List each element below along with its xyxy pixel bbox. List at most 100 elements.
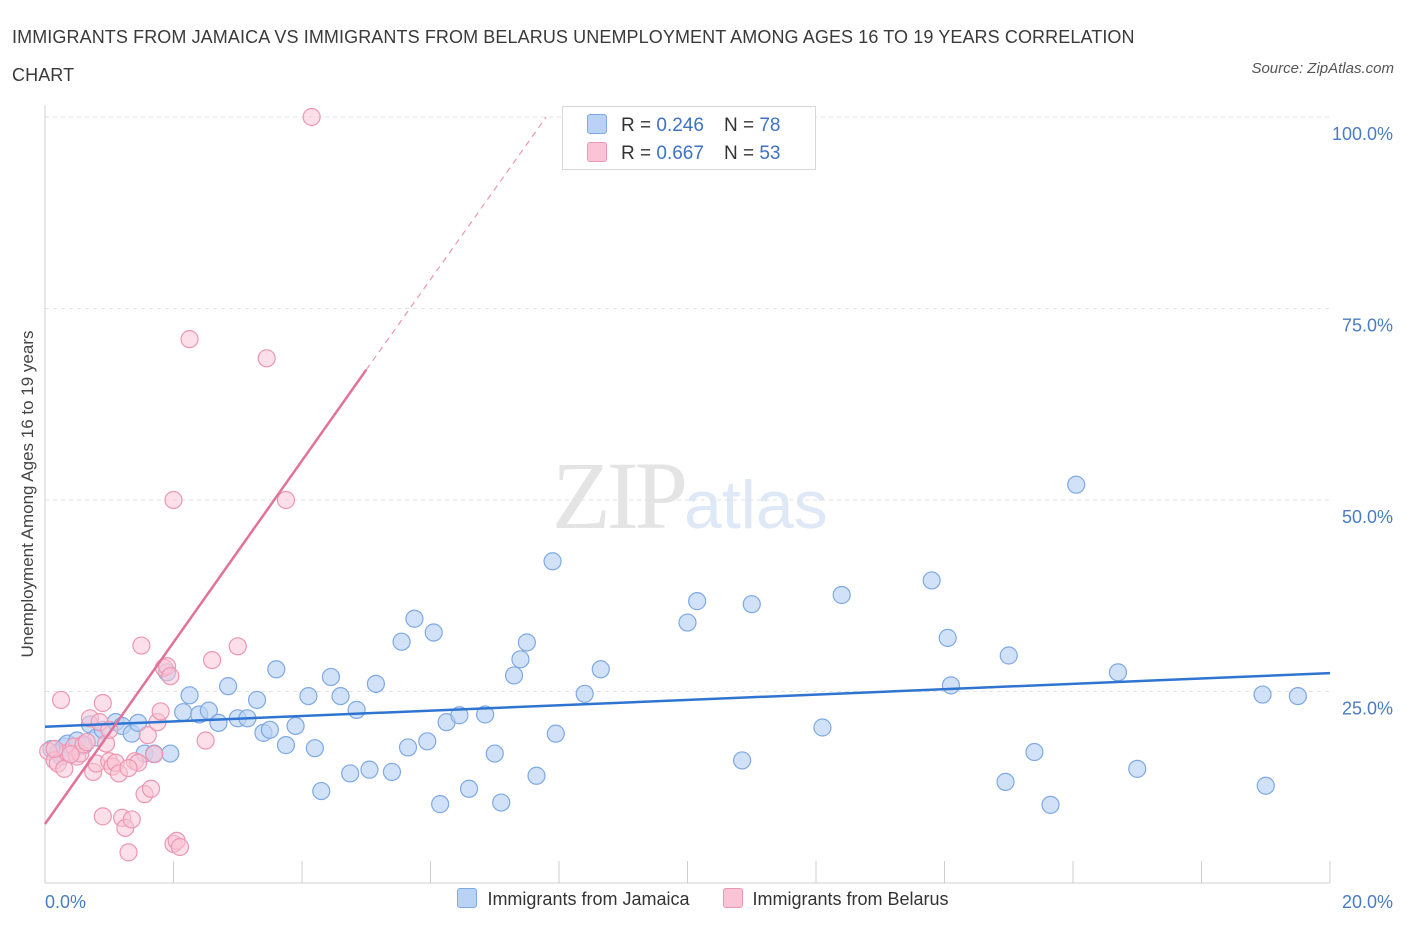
legend-jamaica-r-label: R = (621, 115, 652, 136)
belarus-point (164, 490, 183, 510)
jamaica-point (247, 690, 267, 710)
jamaica-point (733, 751, 752, 770)
jamaica-point (527, 766, 546, 785)
jamaica-point (276, 736, 296, 755)
legend-item-belarus-label: Immigrants from Belarus (752, 889, 949, 909)
jamaica-point (1067, 475, 1086, 494)
belarus-swatch (587, 142, 607, 162)
jamaica-point (180, 686, 199, 705)
jamaica-point (267, 660, 286, 679)
chart-title: IMMIGRANTS FROM JAMAICA VS IMMIGRANTS FR… (12, 27, 1135, 85)
belarus-point (122, 810, 141, 829)
jamaica-point (938, 628, 957, 647)
belarus-point (132, 636, 151, 655)
jamaica-point (1256, 776, 1275, 795)
jamaica-point (305, 739, 324, 758)
belarus-point (276, 490, 296, 510)
belarus-point (45, 739, 64, 759)
jamaica-point (347, 700, 366, 719)
belarus-point (61, 745, 80, 764)
jamaica-point (678, 613, 697, 632)
belarus-point (257, 349, 276, 368)
watermark-atlas: atlas (684, 467, 828, 543)
watermark: ZIPatlas (552, 440, 828, 551)
jamaica-point (405, 609, 424, 628)
jamaica-point (517, 633, 536, 652)
jamaica-point (174, 703, 193, 722)
jamaica-point (492, 793, 511, 812)
jamaica-point (260, 720, 279, 739)
legend-belarus-r-label: R = (621, 143, 652, 164)
jamaica-point (546, 724, 565, 743)
legend-item-belarus: Immigrants from Belarus (722, 888, 949, 910)
legend-jamaica-n-value: 78 (759, 115, 781, 136)
belarus-point (77, 732, 96, 752)
correlation-legend: R = 0.246 N = 78 R = 0.667 N = 53 (562, 106, 816, 170)
watermark-zip: ZIP (552, 442, 688, 549)
jamaica-point (312, 781, 331, 801)
jamaica-point (360, 760, 379, 779)
belarus-point (145, 745, 164, 764)
jamaica-point (424, 623, 443, 642)
jamaica-point (392, 632, 411, 651)
belarus-point (93, 807, 112, 826)
jamaica-point (922, 571, 941, 590)
chart-source: Source: ZipAtlas.com (1251, 60, 1394, 77)
belarus-point (228, 637, 247, 656)
y-tick-label: 25.0% (1342, 699, 1393, 719)
belarus-point (51, 690, 71, 710)
legend-row-belarus: R = 0.667 N = 53 (587, 142, 780, 166)
jamaica-point (1041, 795, 1060, 814)
jamaica-point (832, 585, 851, 605)
belarus-point (151, 702, 170, 721)
jamaica-point (941, 676, 961, 695)
series-belarus-points (39, 107, 321, 862)
jamaica-point (299, 686, 318, 706)
belarus-legend-swatch (722, 888, 743, 908)
legend-jamaica-n-label: N = (723, 115, 755, 136)
tick-labels: 25.0% 50.0% 75.0% 100.0% 0.0% 20.0% (45, 124, 1393, 912)
jamaica-point (543, 552, 562, 571)
belarus-point (170, 837, 190, 857)
series-jamaica-points (42, 475, 1307, 814)
series-legend: Immigrants from Jamaica Immigrants from … (0, 888, 1406, 910)
jamaica-point (1025, 742, 1044, 762)
belarus-point (141, 779, 161, 798)
belarus-point (202, 650, 222, 670)
y-tick-label: 50.0% (1342, 507, 1393, 527)
jamaica-point (1108, 663, 1128, 682)
jamaica-point (209, 713, 228, 733)
legend-belarus-n-value: 53 (759, 143, 781, 164)
trend-lines (43, 116, 1331, 825)
jamaica-point (286, 716, 305, 736)
jamaica-point (1288, 686, 1307, 706)
jamaica-point (742, 595, 761, 614)
belarus-point (93, 693, 112, 713)
jamaica-point (431, 795, 450, 814)
jamaica-point (996, 772, 1015, 791)
jamaica-point (476, 705, 495, 724)
jamaica-point (813, 718, 832, 737)
jamaica-point (161, 744, 180, 763)
belarus-trend-extension (365, 116, 547, 371)
jamaica-point (1128, 759, 1147, 778)
jamaica-point (459, 779, 479, 798)
jamaica-point (382, 762, 402, 782)
legend-belarus-n-label: N = (723, 143, 755, 164)
x-tick-label: 20.0% (1342, 892, 1393, 912)
legend-belarus-r-value: 0.667 (656, 143, 704, 164)
y-tick-label: 100.0% (1332, 124, 1393, 144)
jamaica-point (450, 706, 469, 725)
jamaica-point (688, 592, 707, 611)
jamaica-point (999, 646, 1018, 665)
jamaica-legend-swatch (457, 888, 478, 908)
jamaica-point (591, 660, 610, 679)
jamaica-point (366, 674, 385, 693)
legend-jamaica-r-value: 0.246 (656, 115, 704, 136)
jamaica-point (1253, 685, 1272, 704)
jamaica-point (575, 684, 594, 703)
belarus-point (138, 726, 157, 745)
belarus-point (196, 731, 215, 750)
jamaica-swatch (587, 114, 607, 134)
